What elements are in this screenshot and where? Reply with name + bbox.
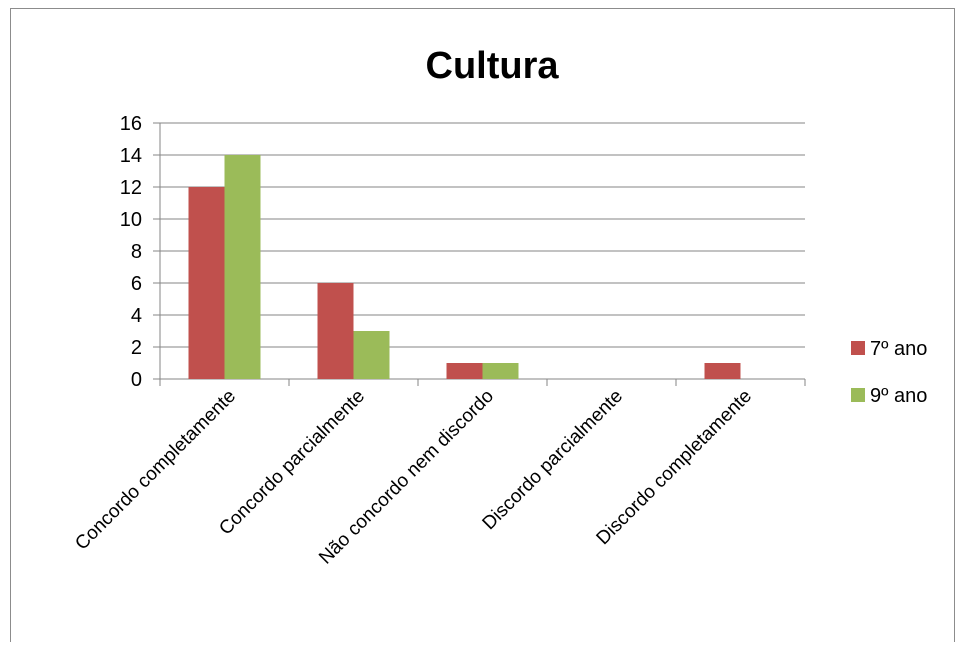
bars bbox=[188, 155, 741, 379]
legend-label: 9º ano bbox=[870, 385, 927, 407]
category-label: Concordo parcialmente bbox=[215, 386, 369, 540]
bar bbox=[224, 155, 261, 379]
y-tick-label: 2 bbox=[131, 337, 142, 359]
y-tick-label: 16 bbox=[120, 113, 142, 135]
chart-title: Cultura bbox=[426, 45, 560, 87]
y-tick-label: 6 bbox=[131, 273, 142, 295]
y-tick-label: 14 bbox=[120, 145, 142, 167]
legend: 7º ano 9º ano bbox=[851, 338, 927, 407]
y-tick-label: 8 bbox=[131, 241, 142, 263]
chart-area bbox=[10, 8, 955, 642]
bar bbox=[482, 363, 519, 379]
legend-swatch bbox=[851, 388, 865, 402]
y-tick-label: 12 bbox=[120, 177, 142, 199]
legend-label: 7º ano bbox=[870, 338, 927, 360]
bar bbox=[188, 187, 225, 379]
y-tick-label: 0 bbox=[131, 369, 142, 391]
y-tick-label: 4 bbox=[131, 305, 142, 327]
bar bbox=[317, 283, 354, 379]
y-tick-label: 10 bbox=[120, 209, 142, 231]
bar bbox=[704, 363, 741, 379]
category-label: Concordo completamente bbox=[71, 386, 240, 555]
legend-swatch bbox=[851, 341, 865, 355]
bar bbox=[353, 331, 390, 379]
bar bbox=[446, 363, 483, 379]
y-axis-ticks: 0 2 4 6 8 10 12 14 16 bbox=[120, 113, 142, 391]
category-label: Discordo parcialmente bbox=[479, 386, 628, 535]
